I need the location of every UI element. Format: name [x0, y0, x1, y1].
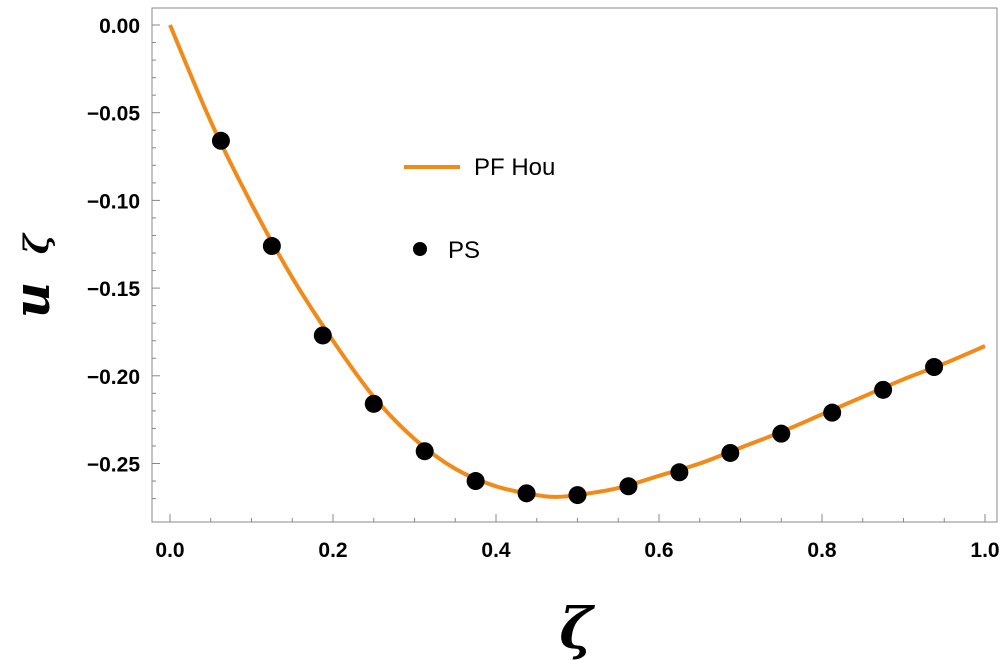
data-point-ps: [670, 463, 689, 482]
legend-label-pf-hou: PF Hou: [474, 154, 555, 181]
y-axis-title: u ζ: [2, 232, 61, 318]
legend: PF Hou PS: [404, 154, 555, 264]
data-point-ps: [313, 326, 332, 345]
data-point-ps: [466, 472, 485, 491]
x-tick-label: 1.0: [970, 539, 999, 562]
y-tick-label: 0.00: [99, 15, 140, 38]
x-tick-label: 0.0: [155, 539, 184, 562]
data-point-ps: [517, 484, 536, 503]
y-tick-label: −0.25: [87, 454, 140, 477]
legend-label-ps: PS: [448, 237, 480, 264]
data-point-ps: [721, 443, 740, 462]
plot-frame: [151, 7, 998, 523]
data-point-ps: [364, 394, 383, 413]
y-axis: 0.00 −0.05 −0.10 −0.15 −0.20 −0.25: [87, 15, 160, 500]
y-axis-title-main: u: [2, 282, 61, 318]
x-axis: 0.0 0.2 0.4 0.6 0.8 1.0: [155, 514, 1000, 562]
y-axis-title-sub: ζ: [17, 232, 57, 254]
x-tick-label: 0.6: [644, 539, 673, 562]
x-axis-title: ζ: [559, 596, 595, 660]
series-line-pf-hou: [168, 24, 986, 499]
series-layer: [168, 24, 986, 505]
y-tick-label: −0.20: [87, 366, 140, 389]
data-point-ps: [823, 403, 842, 422]
data-point-ps: [772, 424, 791, 443]
data-point-ps: [874, 380, 893, 399]
data-point-ps: [568, 486, 587, 505]
y-tick-label: −0.10: [87, 190, 140, 213]
x-tick-label: 0.4: [481, 539, 511, 562]
data-point-ps: [925, 358, 944, 377]
legend-dot-swatch: [413, 242, 427, 256]
data-point-ps: [262, 237, 281, 256]
x-tick-label: 0.8: [807, 539, 837, 562]
x-tick-label: 0.2: [318, 539, 347, 562]
data-point-ps: [415, 442, 434, 461]
data-point-ps: [619, 477, 638, 496]
y-tick-label: −0.05: [87, 103, 140, 126]
data-point-ps: [211, 131, 230, 150]
y-tick-label: −0.15: [87, 278, 140, 301]
